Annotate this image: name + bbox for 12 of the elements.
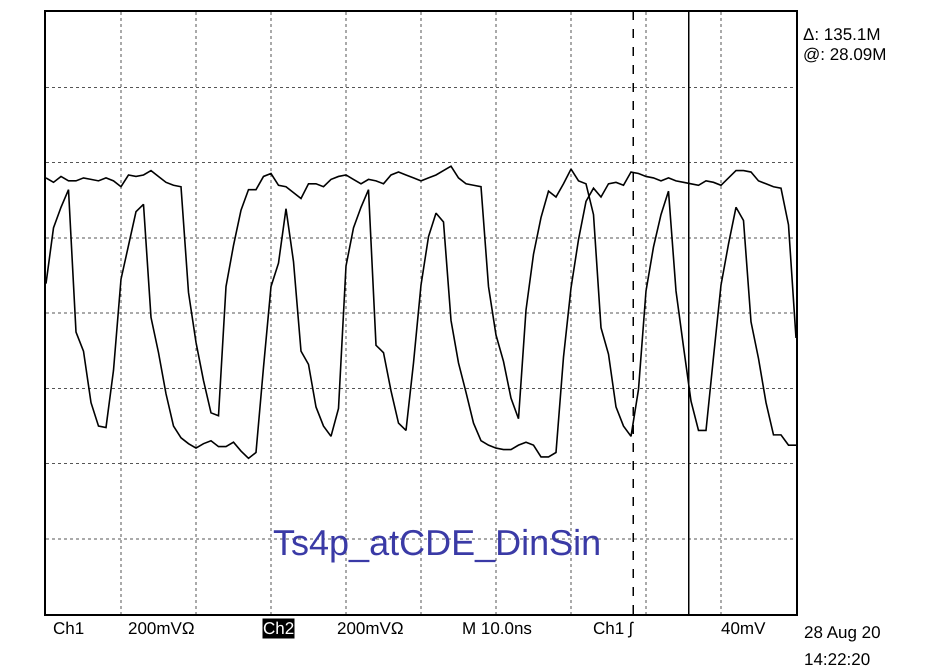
text: Ch1 [53,619,84,638]
text: Ch2 [263,619,294,638]
text: 40mV [721,619,766,638]
text: Ch1 ʃ [593,619,634,638]
text: 200mVΩ [128,619,195,638]
text: M 10.0ns [462,619,532,638]
text: Ts4p_atCDE_DinSin [273,522,602,563]
text: @: 28.09M [803,45,886,64]
text: 28 Aug 20 [804,623,881,642]
text: 14:22:20 [804,650,870,669]
text: 200mVΩ [337,619,404,638]
text: Δ: 135.1M [803,25,881,44]
